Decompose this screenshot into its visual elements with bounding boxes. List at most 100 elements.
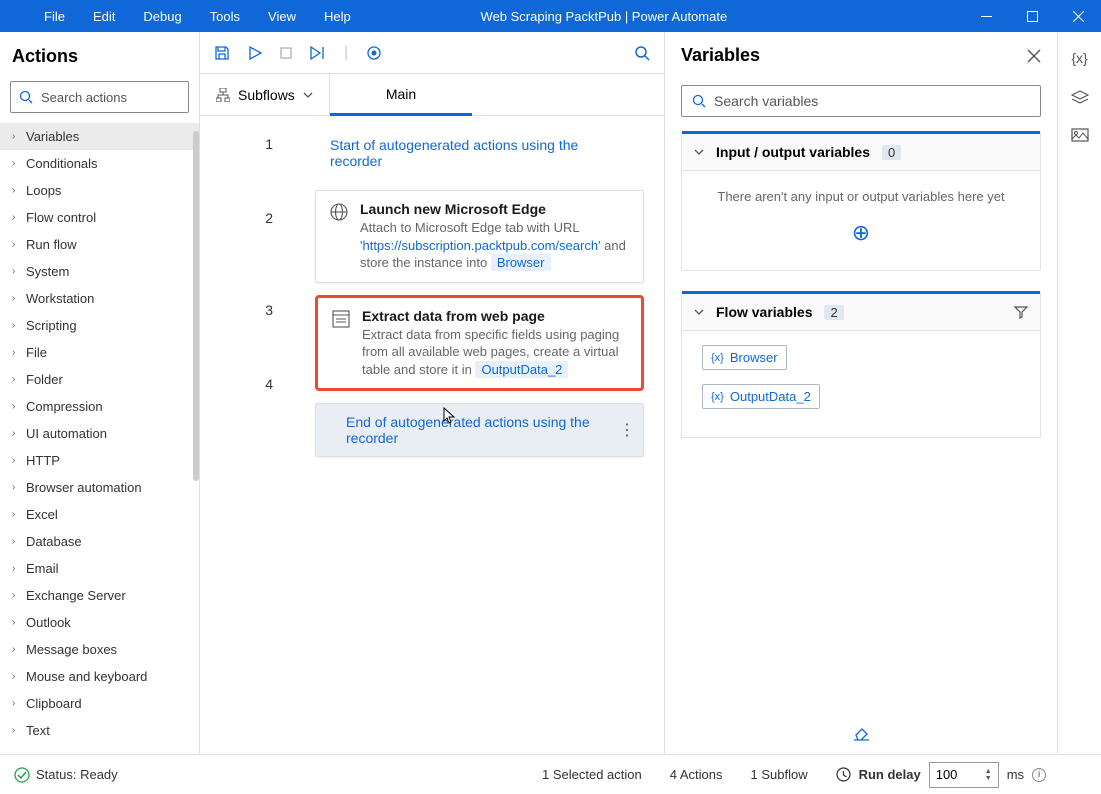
close-icon[interactable]: [1027, 49, 1041, 63]
maximize-button[interactable]: [1009, 0, 1055, 32]
tree-item[interactable]: ›Workstation: [0, 285, 199, 312]
step-extract-data[interactable]: Extract data from web page Extract data …: [315, 295, 644, 392]
tree-item[interactable]: ›Browser automation: [0, 474, 199, 501]
add-variable-button[interactable]: ⊕: [696, 220, 1026, 246]
tabs-row: Subflows Main: [200, 74, 664, 116]
step-comment-end[interactable]: End of autogenerated actions using the r…: [315, 403, 644, 457]
tree-item[interactable]: ›Outlook: [0, 609, 199, 636]
flow-canvas[interactable]: 1 2 3 4 Start of autogenerated actions u…: [200, 116, 664, 754]
tree-item[interactable]: ›Text: [0, 717, 199, 744]
variable-chip: OutputData_2: [475, 361, 568, 378]
braces-icon[interactable]: {x}: [1071, 50, 1087, 66]
tree-item[interactable]: ›Scripting: [0, 312, 199, 339]
tree-item[interactable]: ›Run flow: [0, 231, 199, 258]
layers-icon[interactable]: [1071, 90, 1089, 104]
section-label: Flow variables: [716, 304, 812, 320]
stop-icon[interactable]: [280, 47, 292, 59]
actions-search[interactable]: Search actions: [10, 81, 189, 113]
menu-debug[interactable]: Debug: [129, 9, 195, 24]
tree-item[interactable]: ›Folder: [0, 366, 199, 393]
flow-variable-item[interactable]: {x}Browser: [702, 345, 787, 370]
tree-item[interactable]: ›File: [0, 339, 199, 366]
menu-tools[interactable]: Tools: [196, 9, 254, 24]
statusbar: Status: Ready 1 Selected action 4 Action…: [0, 754, 1101, 794]
search-placeholder: Search variables: [714, 93, 818, 109]
tree-item[interactable]: ›Loops: [0, 177, 199, 204]
step-comment-start[interactable]: Start of autogenerated actions using the…: [315, 128, 644, 178]
record-icon[interactable]: [366, 45, 382, 61]
empty-message: There aren't any input or output variabl…: [717, 189, 1004, 204]
menu-view[interactable]: View: [254, 9, 310, 24]
status-actions: 4 Actions: [670, 767, 723, 782]
comment-text: End of autogenerated actions using the r…: [346, 414, 613, 446]
io-variables-header[interactable]: Input / output variables 0: [682, 131, 1040, 171]
tree-item[interactable]: ›Compression: [0, 393, 199, 420]
play-icon[interactable]: [248, 46, 262, 60]
close-button[interactable]: [1055, 0, 1101, 32]
menu-bar: File Edit Debug Tools View Help: [0, 9, 365, 24]
chevron-down-icon: [694, 309, 704, 315]
globe-icon: [330, 201, 348, 272]
section-label: Input / output variables: [716, 144, 870, 160]
subflows-icon: [216, 88, 230, 102]
flow-variable-item[interactable]: {x}OutputData_2: [702, 384, 820, 409]
step-title: Extract data from web page: [362, 308, 627, 324]
minimize-button[interactable]: [963, 0, 1009, 32]
spin-down[interactable]: ▼: [985, 775, 992, 782]
count-badge: 0: [882, 145, 901, 160]
ms-label: ms: [1007, 767, 1024, 782]
delay-input[interactable]: ▲▼: [929, 762, 999, 788]
step-description: Extract data from specific fields using …: [362, 326, 627, 379]
right-toolbar: {x}: [1057, 32, 1101, 754]
subflows-dropdown[interactable]: Subflows: [200, 74, 330, 115]
variable-type-icon: {x}: [711, 352, 724, 364]
info-icon[interactable]: i: [1032, 768, 1046, 782]
status-selected: 1 Selected action: [542, 767, 642, 782]
tree-item[interactable]: ›UI automation: [0, 420, 199, 447]
webpage-icon: [332, 308, 350, 379]
count-badge: 2: [824, 305, 843, 320]
tree-item[interactable]: ›Email: [0, 555, 199, 582]
clear-button[interactable]: [665, 715, 1057, 754]
image-icon[interactable]: [1071, 128, 1089, 142]
menu-help[interactable]: Help: [310, 9, 365, 24]
step-launch-edge[interactable]: Launch new Microsoft Edge Attach to Micr…: [315, 190, 644, 283]
tree-item[interactable]: ›Message boxes: [0, 636, 199, 663]
step-icon[interactable]: [310, 46, 326, 60]
flow-variables-section: Flow variables 2 {x}Browser {x}OutputDat…: [681, 291, 1041, 438]
actions-heading: Actions: [0, 32, 199, 81]
search-icon: [692, 94, 706, 108]
tree-item[interactable]: ›Flow control: [0, 204, 199, 231]
tree-item[interactable]: ›Excel: [0, 501, 199, 528]
variables-search[interactable]: Search variables: [681, 85, 1041, 117]
variables-heading: Variables: [681, 45, 1027, 66]
tree-item[interactable]: ›System: [0, 258, 199, 285]
step-title: Launch new Microsoft Edge: [360, 201, 629, 217]
actions-tree[interactable]: ›Variables›Conditionals›Loops›Flow contr…: [0, 123, 199, 754]
line-number: 1: [200, 116, 295, 172]
save-icon[interactable]: [214, 45, 230, 61]
tree-item[interactable]: ›Exchange Server: [0, 582, 199, 609]
spin-up[interactable]: ▲: [985, 768, 992, 775]
actions-panel: Actions Search actions ›Variables›Condit…: [0, 32, 200, 754]
tree-item[interactable]: ›Clipboard: [0, 690, 199, 717]
variables-panel: Variables Search variables Input / outpu…: [665, 32, 1057, 754]
actions-search-placeholder: Search actions: [41, 90, 127, 105]
tab-main[interactable]: Main: [330, 74, 472, 116]
tree-item[interactable]: ›Variables: [0, 123, 199, 150]
tree-item[interactable]: ›HTTP: [0, 447, 199, 474]
filter-icon[interactable]: [1014, 305, 1028, 319]
tree-item[interactable]: ›Conditionals: [0, 150, 199, 177]
menu-file[interactable]: File: [30, 9, 79, 24]
editor-toolbar: |: [200, 32, 664, 74]
more-icon[interactable]: ⋮: [619, 420, 635, 440]
chevron-down-icon: [303, 92, 313, 98]
status-ok-icon: [14, 767, 30, 783]
delay-value[interactable]: [936, 767, 976, 782]
comment-text: Start of autogenerated actions using the…: [330, 137, 629, 169]
tree-item[interactable]: ›Database: [0, 528, 199, 555]
search-flow-icon[interactable]: [634, 45, 650, 61]
tree-item[interactable]: ›Mouse and keyboard: [0, 663, 199, 690]
flow-variables-header[interactable]: Flow variables 2: [682, 291, 1040, 331]
menu-edit[interactable]: Edit: [79, 9, 129, 24]
